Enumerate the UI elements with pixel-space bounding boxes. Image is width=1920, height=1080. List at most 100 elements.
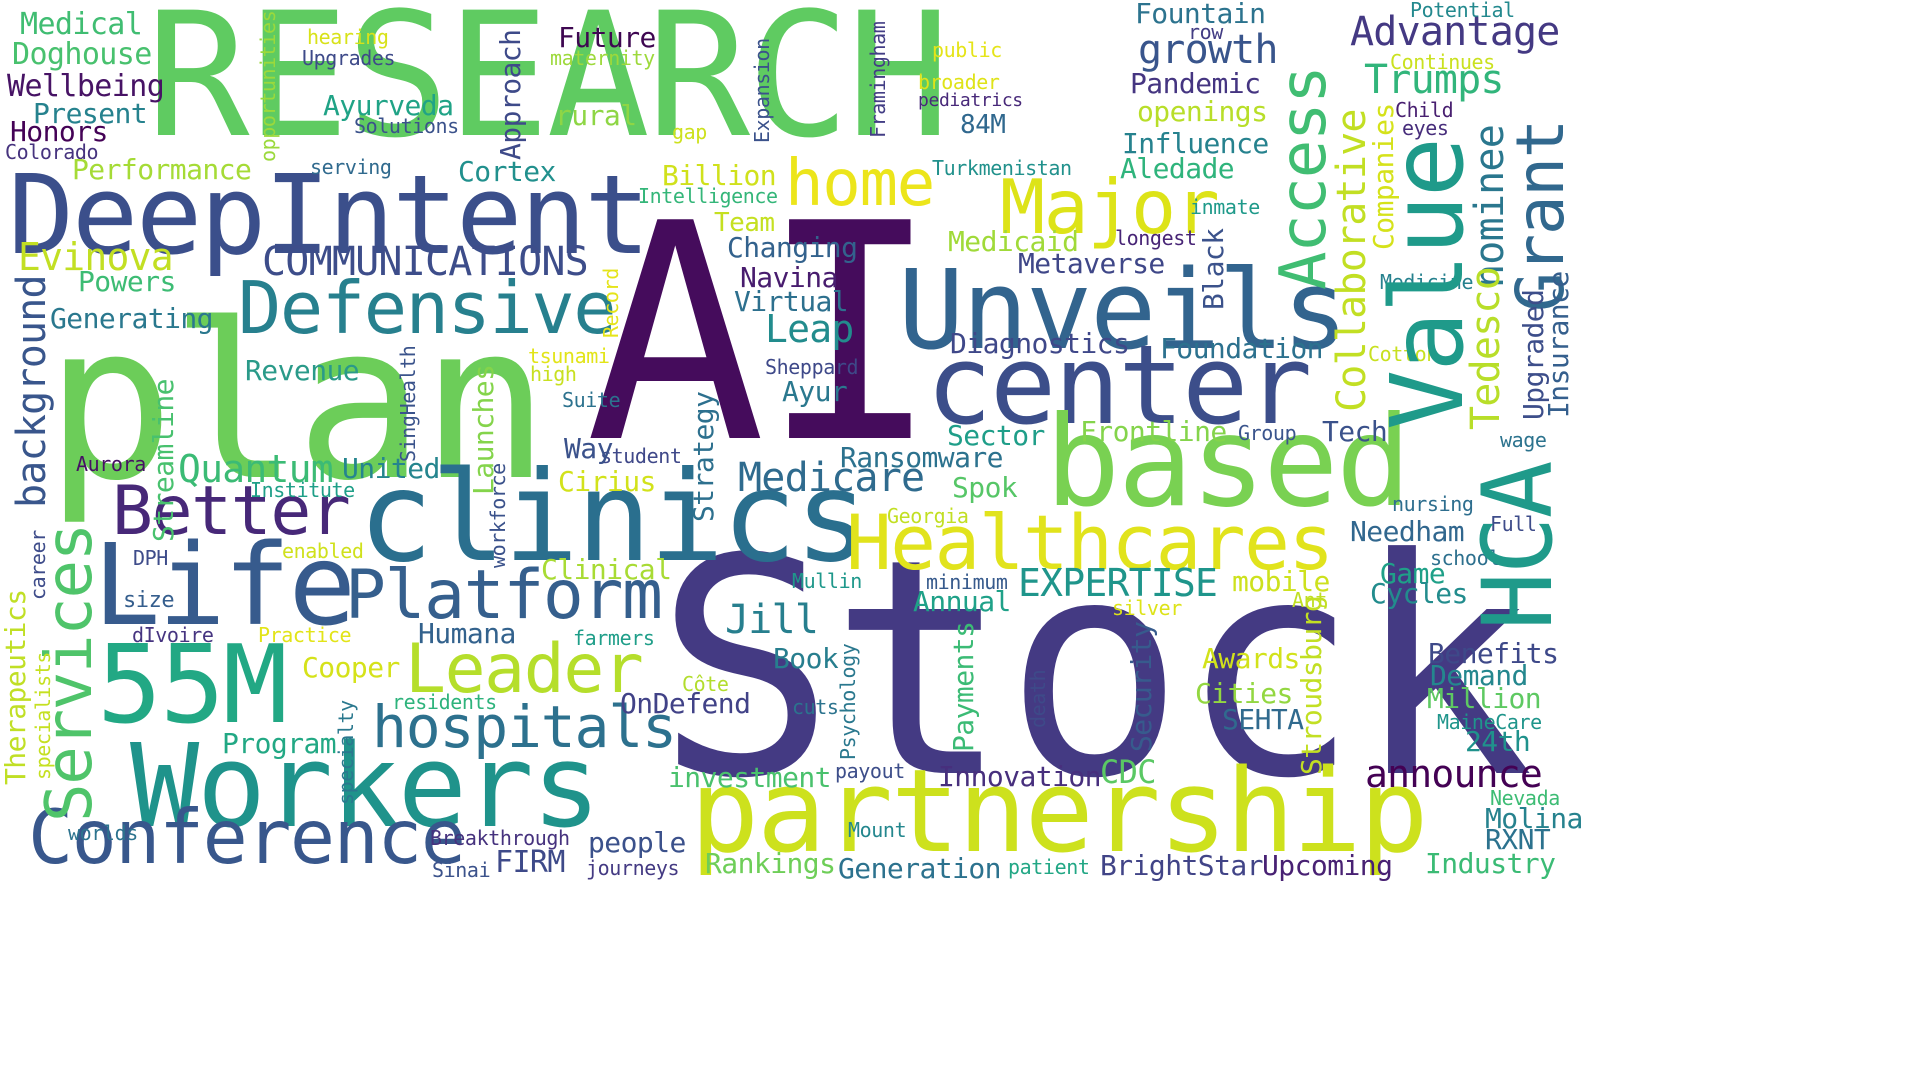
word-medicare: Medicare: [738, 455, 925, 501]
word-benefits: Benefits: [1428, 637, 1559, 670]
word-group: Group: [1238, 421, 1297, 445]
word-firm: FIRM: [495, 845, 565, 880]
word-24th: 24th: [1465, 725, 1531, 758]
word-specialists: specialists: [31, 651, 55, 780]
word-hospitals: hospitals: [372, 693, 677, 761]
word-farmers: farmers: [573, 626, 655, 650]
word-leader: Leader: [405, 630, 644, 709]
word-payout: payout: [835, 759, 905, 783]
word-ayurveda: Ayurveda: [323, 89, 454, 122]
word-upcoming: Upcoming: [1262, 849, 1393, 882]
word-minimum: minimum: [926, 570, 1008, 594]
word-partnership: partnership: [690, 745, 1429, 879]
word-investment: investment: [668, 761, 832, 794]
word-ant: Ant: [1292, 588, 1327, 612]
word-broader: broader: [918, 70, 1000, 94]
word-workers: Workers: [130, 720, 601, 854]
word-patient: patient: [1008, 855, 1090, 879]
word-potential: Potential: [1410, 0, 1515, 22]
word-generation: Generation: [838, 852, 1002, 885]
word-nursing: nursing: [1392, 492, 1474, 516]
word-cotton: Cotton: [1368, 342, 1438, 366]
word-medicaid: Medicaid: [948, 225, 1079, 258]
word-healthcares: Healthcares: [846, 498, 1334, 587]
word-therapeutics: Therapeutics: [0, 589, 32, 785]
word-annual: Annual: [913, 585, 1011, 618]
word-aurora: Aurora: [76, 452, 146, 476]
word-84m: 84M: [960, 110, 1006, 140]
word-mullin: Mullin: [792, 569, 862, 593]
word-present: Present: [33, 97, 148, 130]
word-virtual: Virtual: [734, 285, 849, 318]
word-turkmenistan: Turkmenistan: [932, 156, 1072, 180]
word-sector: Sector: [947, 419, 1045, 452]
word-approach: Approach: [494, 29, 527, 160]
word-worlds: worlds: [68, 821, 138, 845]
word-metaverse: Metaverse: [1018, 247, 1165, 280]
word-defensive: Defensive: [238, 266, 617, 350]
word-framingham: Framingham: [866, 21, 890, 138]
word-announce: announce: [1365, 752, 1543, 796]
word-medicine: Medicine: [1380, 270, 1474, 294]
word-inmate: inmate: [1190, 195, 1260, 219]
word-advantage: Advantage: [1350, 9, 1560, 55]
word-solutions: Solutions: [354, 114, 459, 138]
word-center: center: [926, 321, 1312, 449]
word-school: school: [1430, 546, 1500, 570]
word-foundation: Foundation: [1160, 332, 1324, 365]
word-mount: Mount: [848, 818, 907, 842]
word-high: high: [530, 362, 577, 386]
word-eyes: eyes: [1402, 116, 1449, 140]
word-residents: residents: [392, 690, 497, 714]
word-navina: Navina: [740, 261, 838, 294]
word-mobile: mobile: [1232, 565, 1330, 598]
word-medical: Medical: [20, 7, 143, 42]
word-security: Security: [1125, 621, 1158, 752]
word-rural: rural: [555, 99, 637, 132]
word-sheppard: Sheppard: [765, 355, 859, 379]
word-55m: 55M: [97, 623, 288, 748]
word-cote: Côte: [682, 672, 729, 696]
word-game: Game: [1380, 557, 1446, 590]
word-life: Life: [93, 521, 356, 651]
word-aledade: Aledade: [1120, 152, 1235, 185]
word-cdc: CDC: [1100, 753, 1157, 791]
word-workforce: workforce: [486, 463, 510, 568]
word-future: Future: [558, 21, 656, 54]
word-home: home: [785, 147, 935, 221]
word-brightstar: BrightStar: [1100, 849, 1264, 882]
word-pediatrics: pediatrics: [918, 90, 1023, 111]
word-student: student: [600, 444, 682, 468]
word-tsunami: tsunami: [528, 344, 610, 368]
word-maternity: maternity: [550, 46, 655, 70]
word-cortex: Cortex: [458, 155, 556, 188]
word-cycles: Cycles: [1370, 577, 1468, 610]
word-upgrades: Upgrades: [302, 46, 396, 70]
word-nevada: Nevada: [1490, 786, 1560, 810]
word-rankings: Rankings: [705, 847, 836, 880]
word-expansion: Expansion: [750, 38, 774, 143]
word-opportunities: opportunities: [256, 10, 280, 162]
word-needham: Needham: [1350, 515, 1465, 548]
word-fountain: Fountain: [1135, 0, 1266, 30]
word-growth: growth: [1138, 27, 1279, 73]
word-row: row: [1188, 20, 1223, 44]
word-diagnostics: Diagnostics: [950, 327, 1130, 360]
word-institute: Institute: [250, 478, 355, 502]
word-enabled: enabled: [282, 539, 364, 563]
word-evinova: Evinova: [18, 235, 174, 279]
word-performance: Performance: [72, 153, 252, 186]
word-ayur: Ayur: [782, 375, 848, 408]
word-longest: longest: [1115, 226, 1197, 250]
word-colorado: Colorado: [5, 140, 99, 164]
word-insurance: Insurance: [1542, 271, 1575, 418]
word-hearing: hearing: [307, 25, 389, 49]
word-tedesco: Tedesco: [1463, 267, 1509, 430]
word-based: based: [1045, 390, 1411, 535]
word-communications: COMMUNICATIONS: [262, 239, 589, 285]
word-united: United: [342, 452, 440, 485]
word-psychology: Psychology: [836, 643, 860, 760]
word-million: Million: [1427, 682, 1542, 715]
word-billion: Billion: [662, 159, 777, 192]
